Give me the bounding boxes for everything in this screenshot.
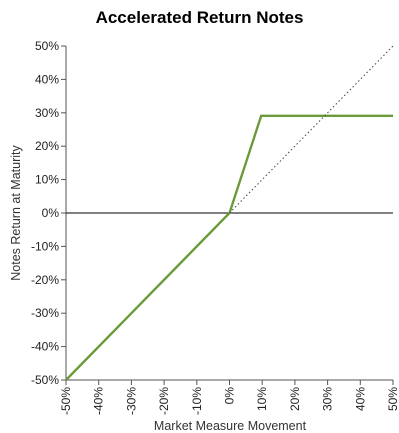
x-tick-label: 30% xyxy=(321,387,335,411)
y-tick-label: -20% xyxy=(31,273,59,287)
x-ticks: -50% -40% -30% -20% -10% 0% 10% 20% 30% 40% 50% xyxy=(59,380,399,415)
x-tick-label: -10% xyxy=(190,387,204,415)
y-tick-label: 10% xyxy=(35,173,59,187)
x-tick-label: 50% xyxy=(386,387,399,411)
x-axis-label: Market Measure Movement xyxy=(154,419,307,433)
y-tick-label: -10% xyxy=(31,239,59,253)
y-ticks: -50% -40% -30% -20% -10% 0% 10% 20% 30% 40% 50% xyxy=(31,39,66,387)
x-tick-label: -20% xyxy=(157,387,171,415)
series-layer xyxy=(65,45,394,381)
market-parity-dotted-line xyxy=(229,45,394,214)
y-tick-label: 50% xyxy=(35,39,59,53)
x-tick-label: 20% xyxy=(288,387,302,411)
y-tick-label: 20% xyxy=(35,139,59,153)
x-tick-label: 10% xyxy=(255,387,269,411)
chart-title: Accelerated Return Notes xyxy=(95,8,304,27)
y-tick-label: 40% xyxy=(35,72,59,86)
y-tick-label: 0% xyxy=(42,206,60,220)
x-tick-label: -50% xyxy=(59,387,73,415)
y-tick-label: 30% xyxy=(35,106,59,120)
x-tick-label: 40% xyxy=(353,387,367,411)
x-tick-label: -30% xyxy=(124,387,138,415)
notes-return-line xyxy=(65,114,393,381)
y-axis-label: Notes Return at Maturity xyxy=(9,145,23,281)
y-tick-label: -30% xyxy=(31,306,59,320)
x-tick-label: -40% xyxy=(92,387,106,415)
y-tick-label: -50% xyxy=(31,373,59,387)
x-tick-label: 0% xyxy=(223,387,237,405)
y-tick-label: -40% xyxy=(31,340,59,354)
